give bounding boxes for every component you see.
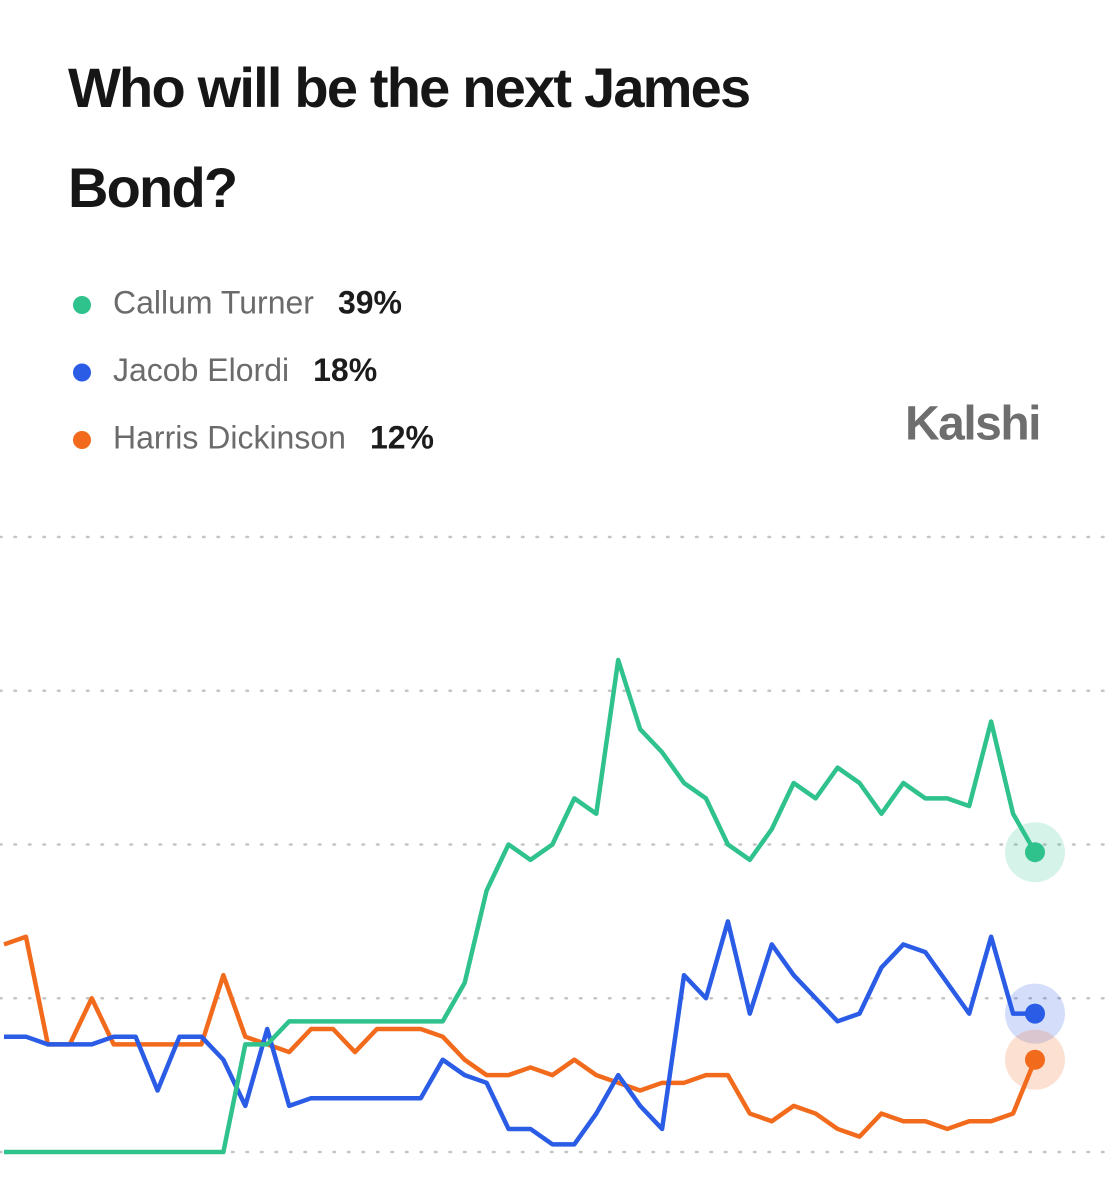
chart-title: Who will be the next James Bond?	[68, 56, 751, 219]
legend-name: Harris Dickinson	[113, 419, 346, 455]
legend-name: Callum Turner	[113, 284, 314, 320]
brand-logo: Kalshi	[905, 398, 1040, 451]
legend-marker	[73, 296, 91, 314]
end-point	[1025, 1049, 1045, 1070]
series-line	[4, 657, 1037, 1155]
series-line	[4, 919, 1035, 1147]
end-point	[1025, 1003, 1045, 1024]
legend-value: 39%	[338, 284, 402, 320]
legend-value: 18%	[313, 352, 377, 388]
legend-name: Jacob Elordi	[113, 352, 289, 388]
legend-marker	[73, 363, 91, 382]
legend-value: 12%	[370, 419, 434, 455]
legend-marker	[73, 431, 91, 449]
end-point	[1025, 842, 1045, 863]
